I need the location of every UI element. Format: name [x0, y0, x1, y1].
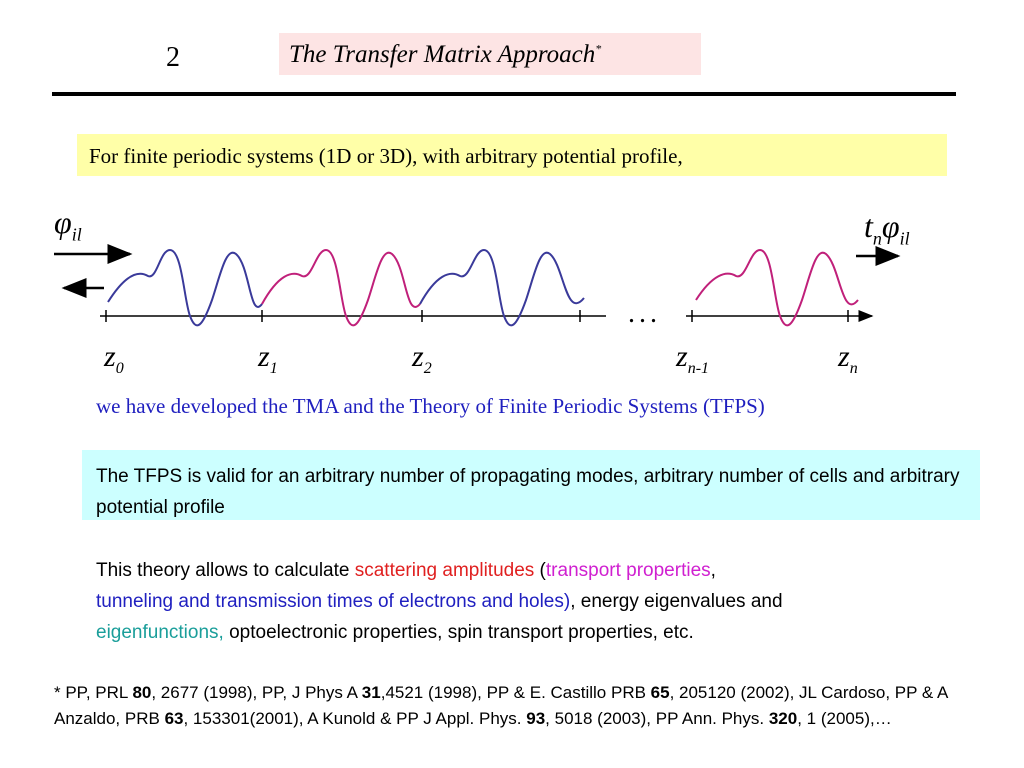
z-label-n: zn: [838, 340, 858, 377]
tfps-statement: The TFPS is valid for an arbitrary numbe…: [82, 450, 980, 520]
theory-paragraph: This theory allows to calculate scatteri…: [96, 555, 996, 648]
theory-text: ,: [710, 560, 716, 581]
transmitted-wave-label: tnφil: [864, 208, 910, 249]
transmission-coefficient: t: [864, 208, 873, 244]
phi-symbol: φ: [881, 208, 900, 244]
theory-text: (: [534, 560, 546, 581]
phi-subscript: il: [71, 224, 82, 245]
z-label-n-1: zn-1: [676, 340, 710, 377]
cell-3-wave: [419, 248, 585, 327]
title-footnote-marker: *: [595, 41, 602, 56]
intro-statement: For finite periodic systems (1D or 3D), …: [77, 134, 947, 176]
periodic-system-figure: [54, 244, 901, 327]
theory-text: optoelectronic properties, spin transpor…: [223, 622, 694, 643]
tunneling-times-text: tunneling and transmission times of elec…: [96, 591, 571, 612]
references: * PP, PRL 80, 2677 (1998), PP, J Phys A …: [54, 683, 948, 728]
cell-n-wave: [695, 248, 859, 327]
developed-statement: we have developed the TMA and the Theory…: [96, 394, 765, 418]
incident-wave-label: φil: [54, 204, 82, 245]
theory-text: , energy eigenvalues and: [570, 591, 783, 612]
slide-title-text: The Transfer Matrix Approach: [289, 41, 596, 68]
theory-text: This theory allows to calculate: [96, 560, 355, 581]
phi-subscript: il: [899, 228, 910, 249]
scattering-amplitudes-text: scattering amplitudes: [354, 560, 535, 581]
transport-properties-text: transport properties: [545, 560, 711, 581]
slide-title: The Transfer Matrix Approach*: [279, 33, 701, 75]
transmission-subscript: n: [872, 228, 882, 249]
cell-2-wave: [261, 248, 421, 327]
eigenfunctions-text: eigenfunctions,: [96, 622, 224, 643]
cell-1-wave: [107, 248, 263, 327]
slide-number: 2: [166, 42, 180, 73]
z-label-1: z1: [258, 340, 278, 377]
ellipsis: ...: [628, 298, 661, 329]
z-label-2: z2: [412, 340, 432, 377]
title-divider: [52, 92, 956, 96]
phi-symbol: φ: [54, 204, 72, 240]
z-label-0: z0: [104, 340, 124, 377]
